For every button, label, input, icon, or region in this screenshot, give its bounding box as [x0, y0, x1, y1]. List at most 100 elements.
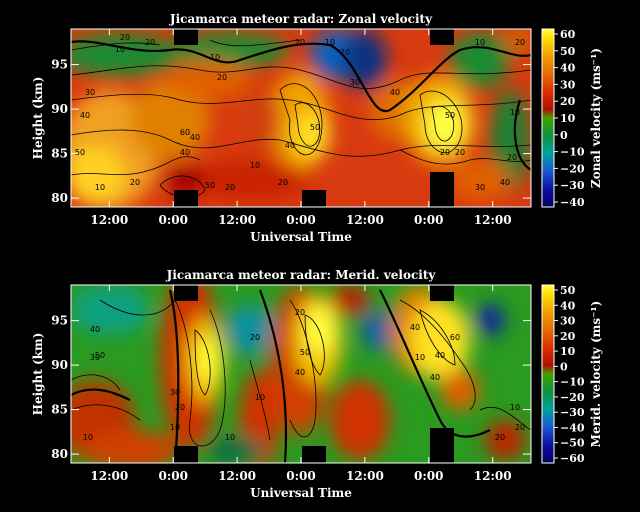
contour-label: 20 [455, 148, 465, 157]
contour-label: 10 [115, 45, 125, 54]
contour-label: 40 [435, 351, 445, 360]
contour-label: 10 [510, 403, 520, 412]
colorbar-tick-label: 10 [560, 112, 576, 125]
y-tick-label: 85 [51, 403, 68, 417]
x-tick-label: 12:00 [90, 213, 128, 227]
contour-label: 10 [170, 423, 180, 432]
colorbar-tick-label: −40 [560, 196, 585, 209]
zonal-panel: Jicamarca meteor radar: Zonal velocity [31, 12, 603, 244]
colorbar-tick-label: 50 [560, 45, 576, 58]
contour-label: 10 [510, 108, 520, 117]
colorbar-tick-label: −20 [560, 162, 585, 175]
contour-label: 20 [515, 423, 525, 432]
x-tick-label: 12:00 [474, 213, 512, 227]
y-tick-label: 95 [51, 58, 68, 72]
x-tick-label: 0:00 [414, 213, 443, 227]
contour-label: 50 [75, 148, 85, 157]
contour-label: 40 [390, 88, 400, 97]
x-tick-label: 12:00 [90, 469, 128, 483]
colorbar-tick-label: 20 [560, 95, 576, 108]
colorbar-tick-label: −50 [560, 437, 585, 450]
chart-title: Jicamarca meteor radar: Merid. velocity [166, 268, 437, 282]
x-axis-label: Universal Time [250, 230, 352, 244]
y-axis-label: Height (km) [31, 333, 45, 416]
contour-label: 20 [175, 403, 185, 412]
contour-label: 40 [500, 178, 510, 187]
x-tick-label: 0:00 [286, 469, 315, 483]
colorbar-tick-label: 50 [560, 284, 576, 297]
contour-label: 20 [120, 33, 130, 42]
chart-title: Jicamarca meteor radar: Zonal velocity [169, 12, 433, 26]
x-tick-labels: 12:00 0:00 12:00 0:00 12:00 0:00 12:00 [90, 285, 512, 483]
contour-label: 50 [445, 111, 455, 120]
x-tick-label: 0:00 [414, 469, 443, 483]
contour-label: 40 [80, 111, 90, 120]
contour-label: 20 [340, 48, 350, 57]
contour-label: 10 [95, 183, 105, 192]
x-tick-labels: 12:00 0:00 12:00 0:00 12:00 0:00 12:00 [90, 29, 512, 227]
y-tick-label: 85 [51, 147, 68, 161]
x-tick-label: 12:00 [346, 469, 384, 483]
contour-label: 40 [295, 368, 305, 377]
y-tick-label: 80 [51, 191, 68, 205]
contour-label: 30 [475, 183, 485, 192]
contour-label: 40 [410, 323, 420, 332]
colorbar-label: Merid. velocity (ms⁻¹) [589, 301, 603, 448]
colorbar-tick-label: −10 [560, 376, 585, 389]
colorbar-tick-label: 0 [560, 360, 568, 373]
contour-label: 40 [190, 133, 200, 142]
contour-label: 20 [295, 38, 305, 47]
colorbar-tick-label: 20 [560, 330, 576, 343]
colorbar [541, 284, 555, 464]
contour-label: 20 [217, 73, 227, 82]
colorbar-tick-label: 40 [560, 299, 576, 312]
contour-label: 10 [325, 38, 335, 47]
contour-label: 40 [90, 325, 100, 334]
contour-label: 10 [225, 433, 235, 442]
x-tick-label: 12:00 [474, 469, 512, 483]
contour-label: 30 [170, 388, 180, 397]
x-tick-label: 12:00 [218, 469, 256, 483]
colorbar-tick-label: 30 [560, 315, 576, 328]
contour-label: 60 [180, 128, 190, 137]
colorbar-tick-label: 40 [560, 62, 576, 75]
contour-label: 40 [285, 141, 295, 150]
colorbar-tick-label: −30 [560, 179, 585, 192]
contour-label: 20 [225, 183, 235, 192]
contour-label: 20 [295, 308, 305, 317]
x-tick-label: 12:00 [218, 213, 256, 227]
y-axis-label: Height (km) [31, 77, 45, 160]
meridional-panel: Jicamarca meteor radar: Merid. velocity [31, 268, 603, 500]
y-tick-label: 80 [51, 447, 68, 461]
colorbar-tick-labels: 60 50 40 30 20 10 0 −10 −20 −30 −40 [554, 28, 585, 209]
colorbar-tick-label: 60 [560, 28, 576, 41]
contour-label: 20 [278, 178, 288, 187]
contour-label: 50 [300, 348, 310, 357]
contour-label: 20 [250, 333, 260, 342]
contour-label: 50 [310, 123, 320, 132]
contour-label: 40 [180, 148, 190, 157]
contour-label: 10 [250, 161, 260, 170]
contour-label: 20 [145, 38, 155, 47]
contour-label: 40 [430, 373, 440, 382]
contour-label: 10 [475, 38, 485, 47]
contour-label: 20 [515, 38, 525, 47]
contour-label: 50 [95, 351, 105, 360]
colorbar-tick-labels: 50 40 30 20 10 0 −10 −20 −30 −40 −50 −60 [554, 284, 585, 465]
contour-label: 10 [415, 353, 425, 362]
y-tick-label: 95 [51, 314, 68, 328]
contour-label: 30 [85, 88, 95, 97]
contour-label: 20 [507, 153, 517, 162]
contour-label: 10 [210, 53, 220, 62]
colorbar-tick-label: −30 [560, 406, 585, 419]
contour-label: 20 [440, 148, 450, 157]
colorbar-tick-label: 0 [560, 129, 568, 142]
contour-label: 30 [90, 353, 100, 362]
contour-label: 10 [255, 393, 265, 402]
y-tick-labels: 80 85 90 95 [51, 314, 531, 461]
y-tick-labels: 80 85 90 95 [51, 58, 531, 205]
y-tick-label: 90 [51, 358, 68, 372]
